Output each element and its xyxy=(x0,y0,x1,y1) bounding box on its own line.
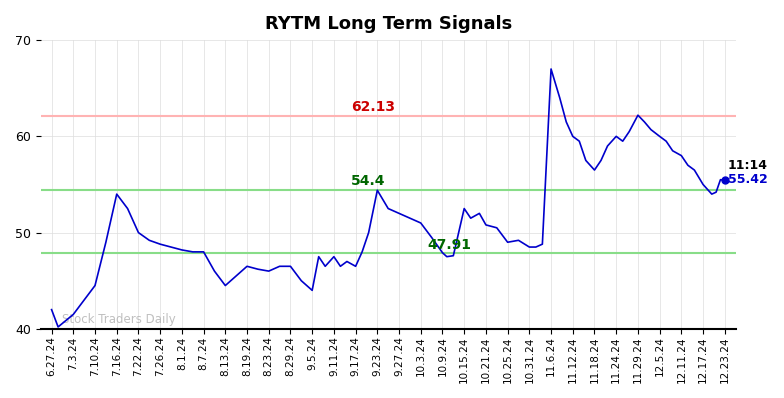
Text: 54.4: 54.4 xyxy=(351,174,386,188)
Text: 62.13: 62.13 xyxy=(351,100,395,114)
Text: 11:14: 11:14 xyxy=(728,159,768,172)
Text: 55.42: 55.42 xyxy=(728,174,768,186)
Text: Stock Traders Daily: Stock Traders Daily xyxy=(63,313,176,326)
Title: RYTM Long Term Signals: RYTM Long Term Signals xyxy=(264,15,512,33)
Text: 47.91: 47.91 xyxy=(427,238,471,252)
